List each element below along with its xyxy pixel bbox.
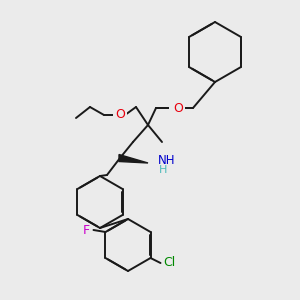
Text: NH: NH xyxy=(158,154,175,166)
Text: H: H xyxy=(159,165,167,175)
Text: O: O xyxy=(171,101,181,115)
Text: F: F xyxy=(83,224,90,236)
Text: O: O xyxy=(173,101,183,115)
Text: O: O xyxy=(115,109,125,122)
Polygon shape xyxy=(119,154,148,163)
Text: Cl: Cl xyxy=(164,256,175,269)
